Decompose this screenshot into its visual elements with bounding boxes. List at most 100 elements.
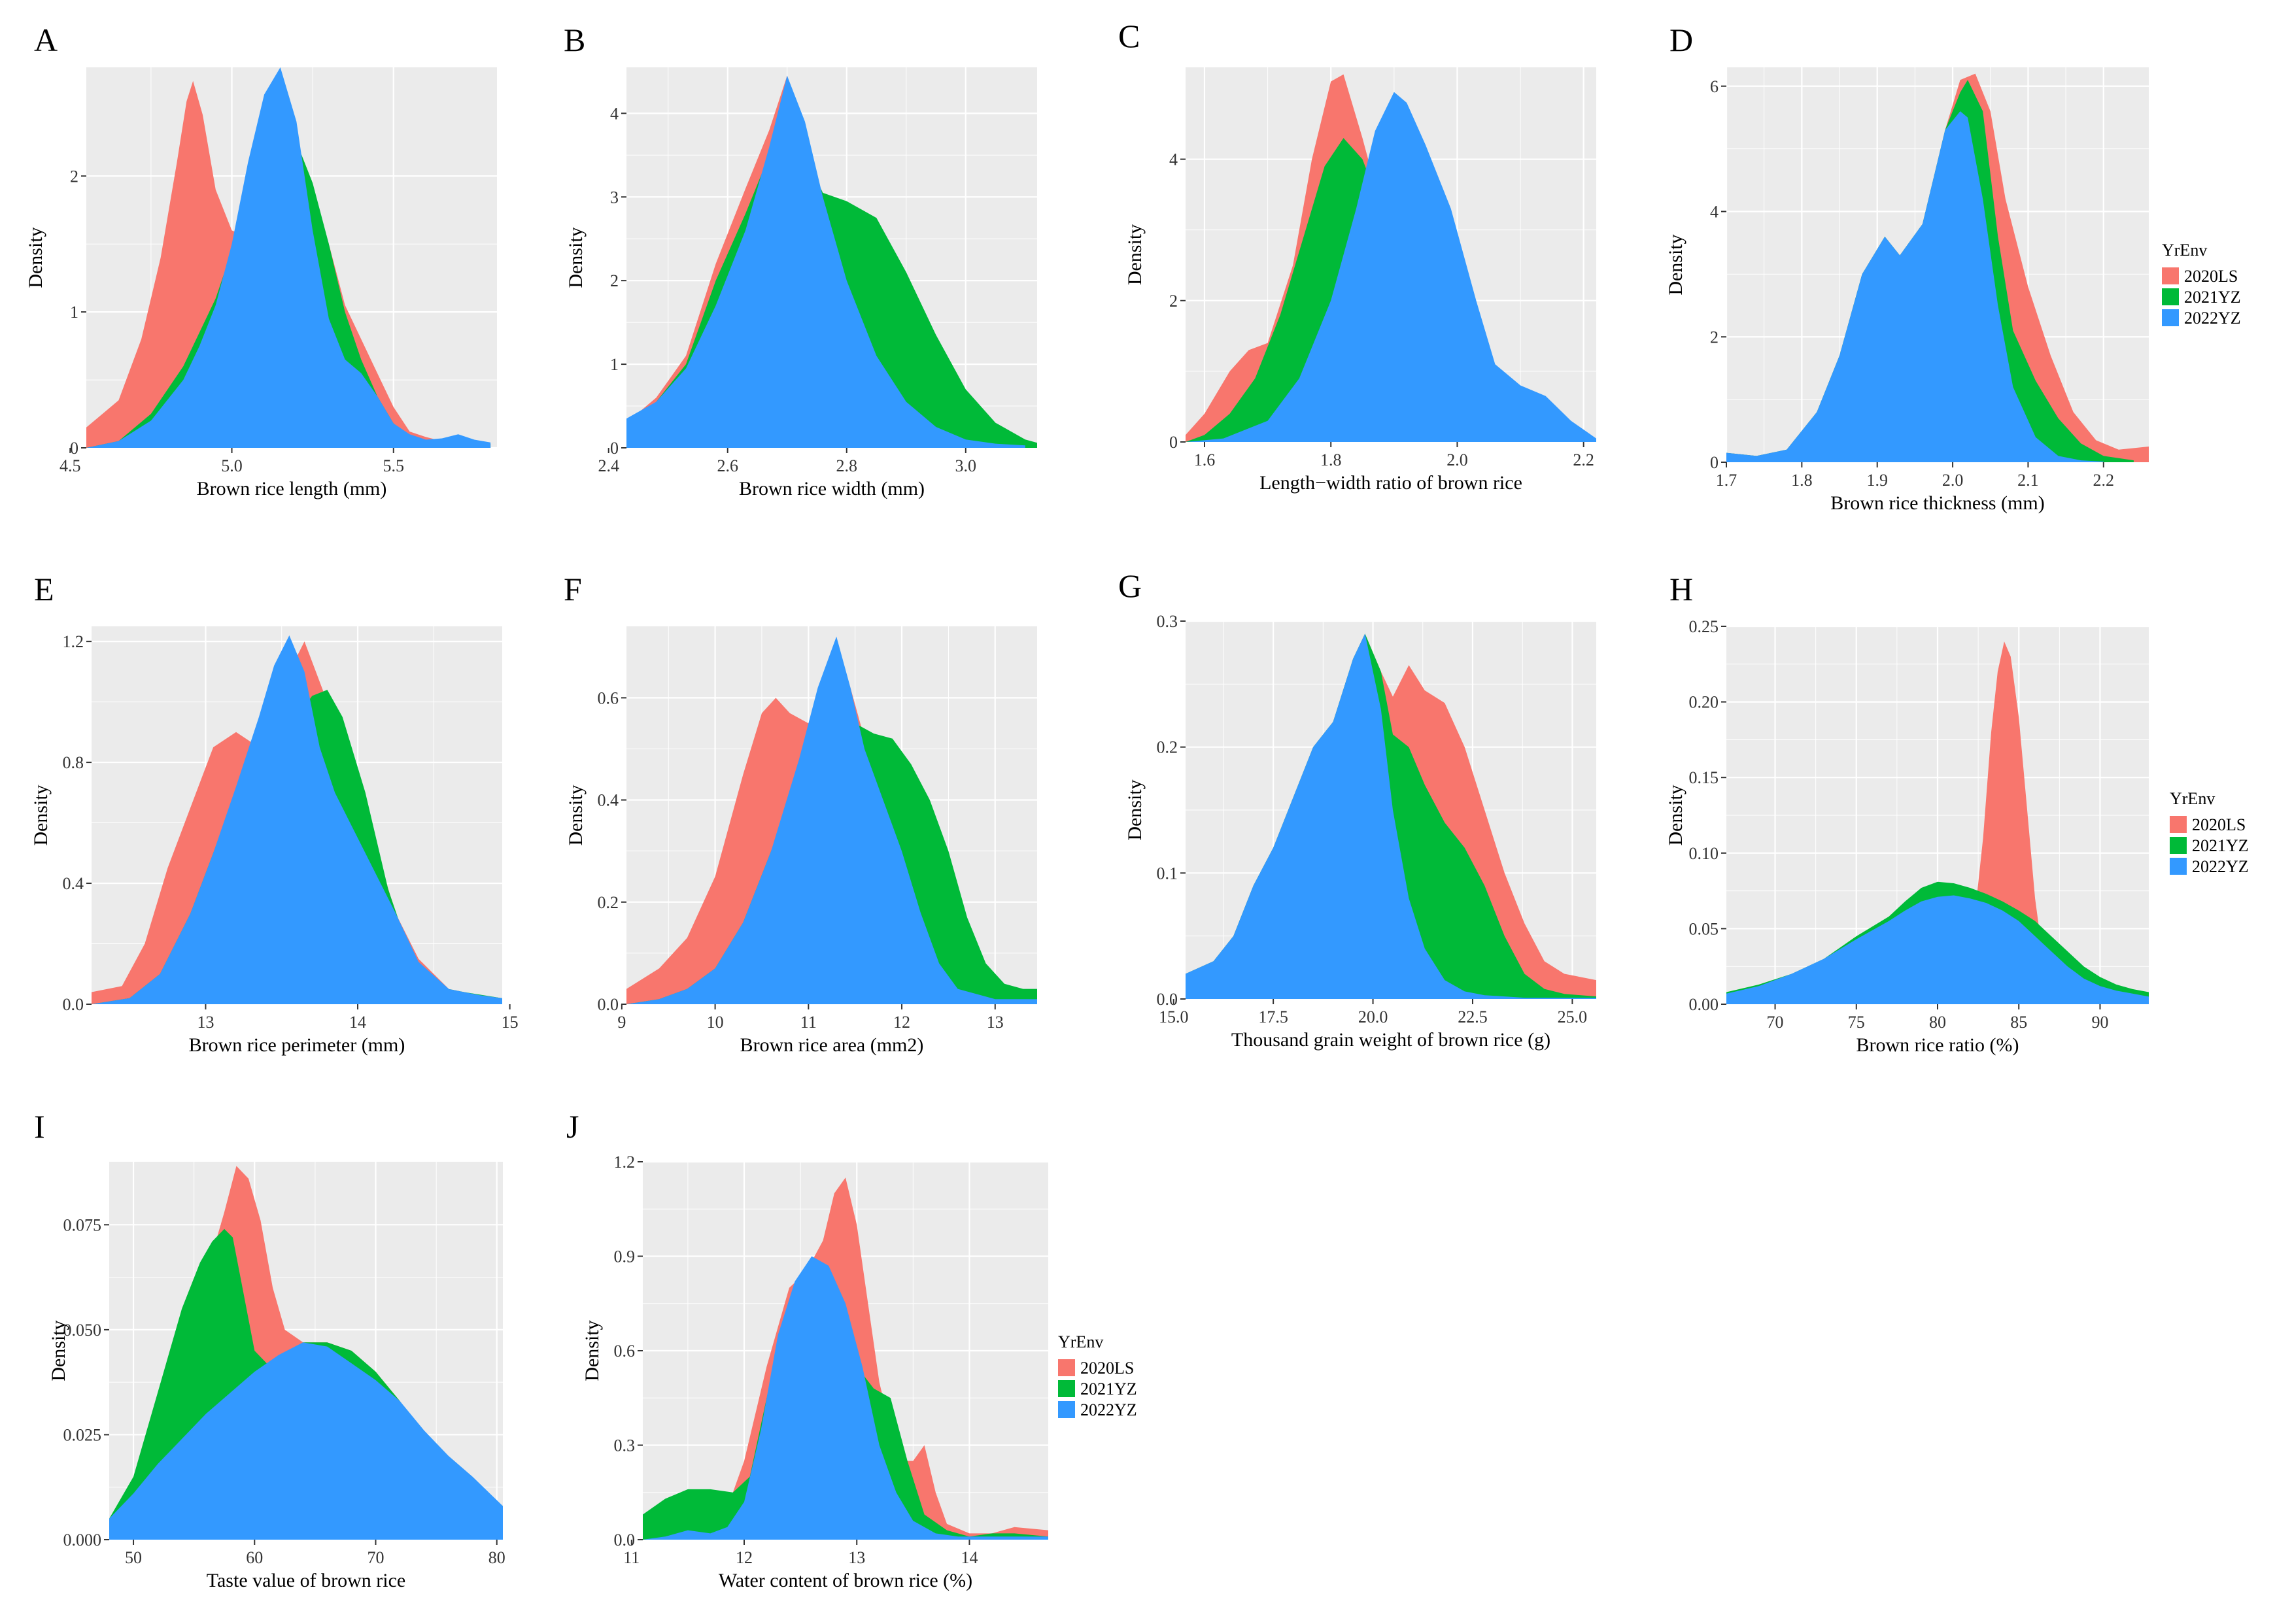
y-tick-label: 2 <box>610 271 619 290</box>
x-tick-label: 13 <box>197 1013 214 1032</box>
x-tick-label: 13 <box>848 1548 865 1567</box>
x-tick-label: 80 <box>488 1548 505 1567</box>
x-tick-label: 80 <box>1929 1013 1946 1032</box>
panel-c: C 1.6 1.8 2.0 2.2 0 2 4 Length−width ratio of br… <box>1118 18 1596 494</box>
x-tick-label: 70 <box>1767 1013 1784 1032</box>
y-tick-label: 2 <box>70 167 78 186</box>
y-tick-label: 0.05 <box>1689 919 1719 938</box>
x-tick-label: 25.0 <box>1558 1007 1588 1026</box>
x-tick-label: 2.2 <box>1573 450 1594 469</box>
x-tick-label: 13 <box>987 1013 1004 1032</box>
panel-letter: F <box>564 571 582 607</box>
y-tick-label: 0.10 <box>1689 844 1719 863</box>
x-axis-title: Brown rice area (mm2) <box>740 1034 924 1056</box>
x-tick-label: 2.0 <box>1446 450 1468 469</box>
panel-letter: A <box>34 22 58 58</box>
y-axis-title: Density <box>1124 779 1146 840</box>
y-axis-title: Density <box>565 785 587 845</box>
legend-label-2022YZ: 2022YZ <box>2192 857 2249 876</box>
y-tick-label: 4 <box>1710 203 1719 222</box>
x-tick-label: 9 <box>617 1013 626 1032</box>
x-axis-title: Brown rice length (mm) <box>197 478 387 499</box>
y-axis-title: Density <box>30 785 52 845</box>
y-tick-label: 1 <box>610 355 619 374</box>
y-tick-label: 0.3 <box>1157 612 1178 631</box>
legend-key-2020LS <box>2162 267 2179 284</box>
x-tick-label: 17.5 <box>1258 1007 1288 1026</box>
y-axis-title: Density <box>581 1320 603 1381</box>
x-tick-label: 70 <box>368 1548 385 1567</box>
legend-key-2021YZ <box>1058 1380 1075 1397</box>
x-tick-label: 2.8 <box>836 456 858 475</box>
y-tick-label: 1 <box>70 303 78 322</box>
y-tick-label: 0.050 <box>63 1321 102 1340</box>
x-tick-label: 22.5 <box>1458 1007 1488 1026</box>
y-tick-label: 0.1 <box>1157 864 1178 883</box>
x-tick-label: 50 <box>125 1548 142 1567</box>
density-area-2022YZ <box>86 67 491 448</box>
y-tick-label: 4 <box>610 104 619 123</box>
density-area-2022YZ <box>626 75 1025 448</box>
legend-key-2020LS <box>2170 816 2187 833</box>
x-tick-label: 1.8 <box>1791 471 1813 490</box>
y-axis-title: Density <box>565 227 587 288</box>
y-axis-title: Density <box>1665 234 1686 295</box>
panel-d: D 1.7 1.8 1.9 2.0 2.1 2.2 0 2 4 6 Brown rice thickn… <box>1665 22 2149 514</box>
y-tick-label: 0 <box>70 439 78 458</box>
y-tick-label: 3 <box>610 188 619 207</box>
x-axis-title: Brown rice ratio (%) <box>1856 1034 2019 1056</box>
y-tick-label: 0.000 <box>63 1531 102 1549</box>
x-axis-title: Length−width ratio of brown rice <box>1259 472 1522 494</box>
x-tick-label: 15 <box>502 1013 519 1032</box>
density-area-2022YZ <box>1186 634 1596 999</box>
panel-b: B 2.4 2.6 2.8 3.0 0 1 2 3 4 Brown rice width (mm) D… <box>564 22 1037 499</box>
legend-title: YrEnv <box>2162 241 2207 260</box>
y-tick-label: 0.20 <box>1689 693 1719 712</box>
y-tick-label: 0.075 <box>63 1215 102 1234</box>
y-tick-label: 1.2 <box>614 1153 636 1172</box>
y-tick-label: 0.9 <box>614 1247 636 1266</box>
x-axis-title: Taste value of brown rice <box>207 1570 405 1591</box>
x-tick-label: 12 <box>893 1013 910 1032</box>
panel-letter: H <box>1669 571 1693 607</box>
panel-i: I 50 60 70 80 0.000 0.025 0.050 0.075 Taste value… <box>34 1108 505 1591</box>
panel-letter: J <box>566 1108 579 1145</box>
y-tick-label: 0 <box>610 439 619 458</box>
legend-label-2020LS: 2020LS <box>2184 267 2238 286</box>
y-tick-label: 0 <box>1169 433 1178 452</box>
x-tick-label: 5.0 <box>221 456 243 475</box>
legend-label-2022YZ: 2022YZ <box>1080 1400 1137 1419</box>
x-tick-label: 11 <box>800 1013 817 1032</box>
x-tick-label: 14 <box>349 1013 366 1032</box>
panel-letter: G <box>1118 567 1142 604</box>
density-area-2022YZ <box>109 1342 503 1540</box>
y-tick-label: 0.0 <box>598 995 619 1014</box>
x-axis-title: Thousand grain weight of brown rice (g) <box>1231 1029 1550 1051</box>
y-axis-title: Density <box>1124 224 1146 285</box>
x-tick-label: 20.0 <box>1358 1007 1388 1026</box>
legend-key-2022YZ <box>2162 309 2179 326</box>
density-area-2022YZ <box>1186 92 1596 443</box>
panel-letter: I <box>34 1108 45 1145</box>
y-tick-label: 0.2 <box>598 893 619 912</box>
panel-f: F 9 10 11 12 13 0.0 0.2 0.4 0.6 Brown rice area (m… <box>564 571 1037 1056</box>
y-axis-title: Density <box>1665 785 1686 845</box>
legend-key-2022YZ <box>1058 1401 1075 1418</box>
y-tick-label: 2 <box>1169 292 1178 311</box>
x-axis-title: Brown rice thickness (mm) <box>1830 492 2044 514</box>
x-tick-label: 90 <box>2091 1013 2108 1032</box>
y-tick-label: 1.2 <box>63 632 84 651</box>
x-tick-label: 1.8 <box>1320 450 1342 469</box>
x-tick-label: 1.7 <box>1716 471 1737 490</box>
y-tick-label: 0.4 <box>63 874 84 893</box>
y-tick-label: 0.00 <box>1689 995 1719 1014</box>
y-tick-label: 0.025 <box>63 1425 102 1444</box>
y-tick-label: 0.0 <box>63 995 84 1014</box>
x-tick-label: 4.5 <box>60 456 81 475</box>
x-axis-title: Water content of brown rice (%) <box>719 1570 972 1591</box>
x-axis-title: Brown rice perimeter (mm) <box>189 1034 405 1056</box>
legend-title: YrEnv <box>1058 1332 1103 1351</box>
y-tick-label: 0.6 <box>598 688 619 707</box>
x-tick-label: 3.0 <box>955 456 977 475</box>
panel-letter: E <box>34 571 54 607</box>
